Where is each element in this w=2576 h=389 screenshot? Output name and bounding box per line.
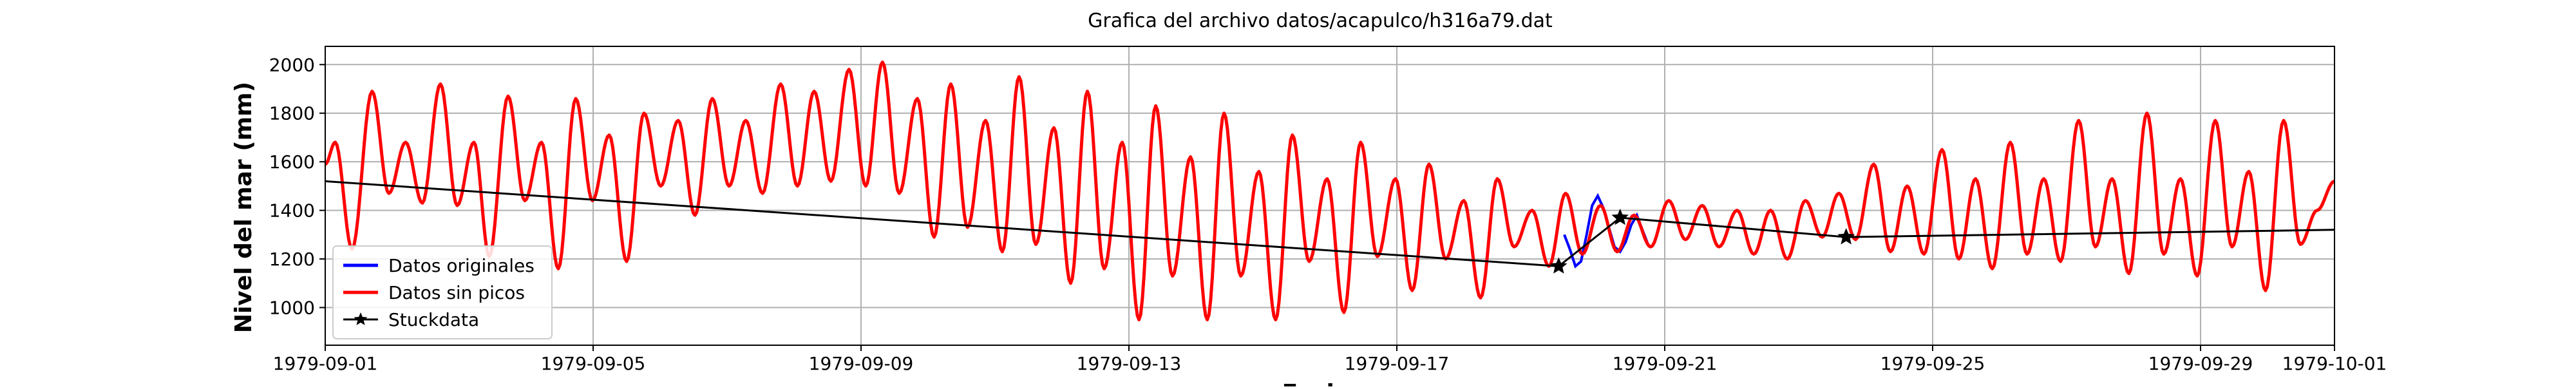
y-tick-label: 1200 bbox=[269, 249, 315, 270]
chart-title: Grafica del archivo datos/acapulco/h316a… bbox=[1088, 10, 1553, 32]
stuckdata-marker bbox=[1611, 209, 1629, 225]
legend-star-icon bbox=[354, 312, 368, 325]
stuckdata-marker bbox=[1550, 257, 1567, 274]
y-tick-label: 1600 bbox=[269, 151, 315, 173]
legend-label: Stuckdata bbox=[388, 309, 479, 330]
y-tick-label: 2000 bbox=[269, 54, 315, 75]
chart-legend: Datos originales Datos sin picos Stuckdata bbox=[332, 245, 553, 339]
y-axis-label: Nivel del mar (mm) bbox=[231, 82, 257, 333]
y-tick-label: 1400 bbox=[269, 200, 315, 222]
y-tick-label: 1800 bbox=[269, 103, 315, 124]
x-tick-label: 1979-09-17 bbox=[1345, 353, 1450, 374]
x-tick-label: 1979-09-09 bbox=[809, 353, 914, 374]
legend-label: Datos sin picos bbox=[388, 282, 525, 303]
x-axis-label: Fecha bbox=[1282, 380, 1359, 386]
x-tick-label: 1979-09-25 bbox=[1880, 353, 1985, 374]
x-tick-label: 1979-09-05 bbox=[541, 353, 646, 374]
stuckdata-marker bbox=[1837, 228, 1855, 245]
x-tick-label: 1979-10-01 bbox=[2282, 353, 2387, 374]
x-tick-label: 1979-09-21 bbox=[1613, 353, 1718, 374]
legend-label: Datos originales bbox=[388, 255, 535, 276]
plot-frame bbox=[325, 46, 2335, 346]
x-tick-label: 1979-09-29 bbox=[2148, 353, 2253, 374]
y-tick-label: 1000 bbox=[269, 298, 315, 319]
chart-series bbox=[324, 61, 2335, 321]
series-datos-sin-picos-line bbox=[324, 61, 2335, 321]
legend-box bbox=[332, 245, 553, 339]
x-tick-label: 1979-09-13 bbox=[1077, 353, 1182, 374]
axis-ticks: 1979-09-01 1979-09-05 1979-09-09 1979-09-13… bbox=[269, 54, 2387, 374]
x-tick-label: 1979-09-01 bbox=[273, 353, 378, 374]
